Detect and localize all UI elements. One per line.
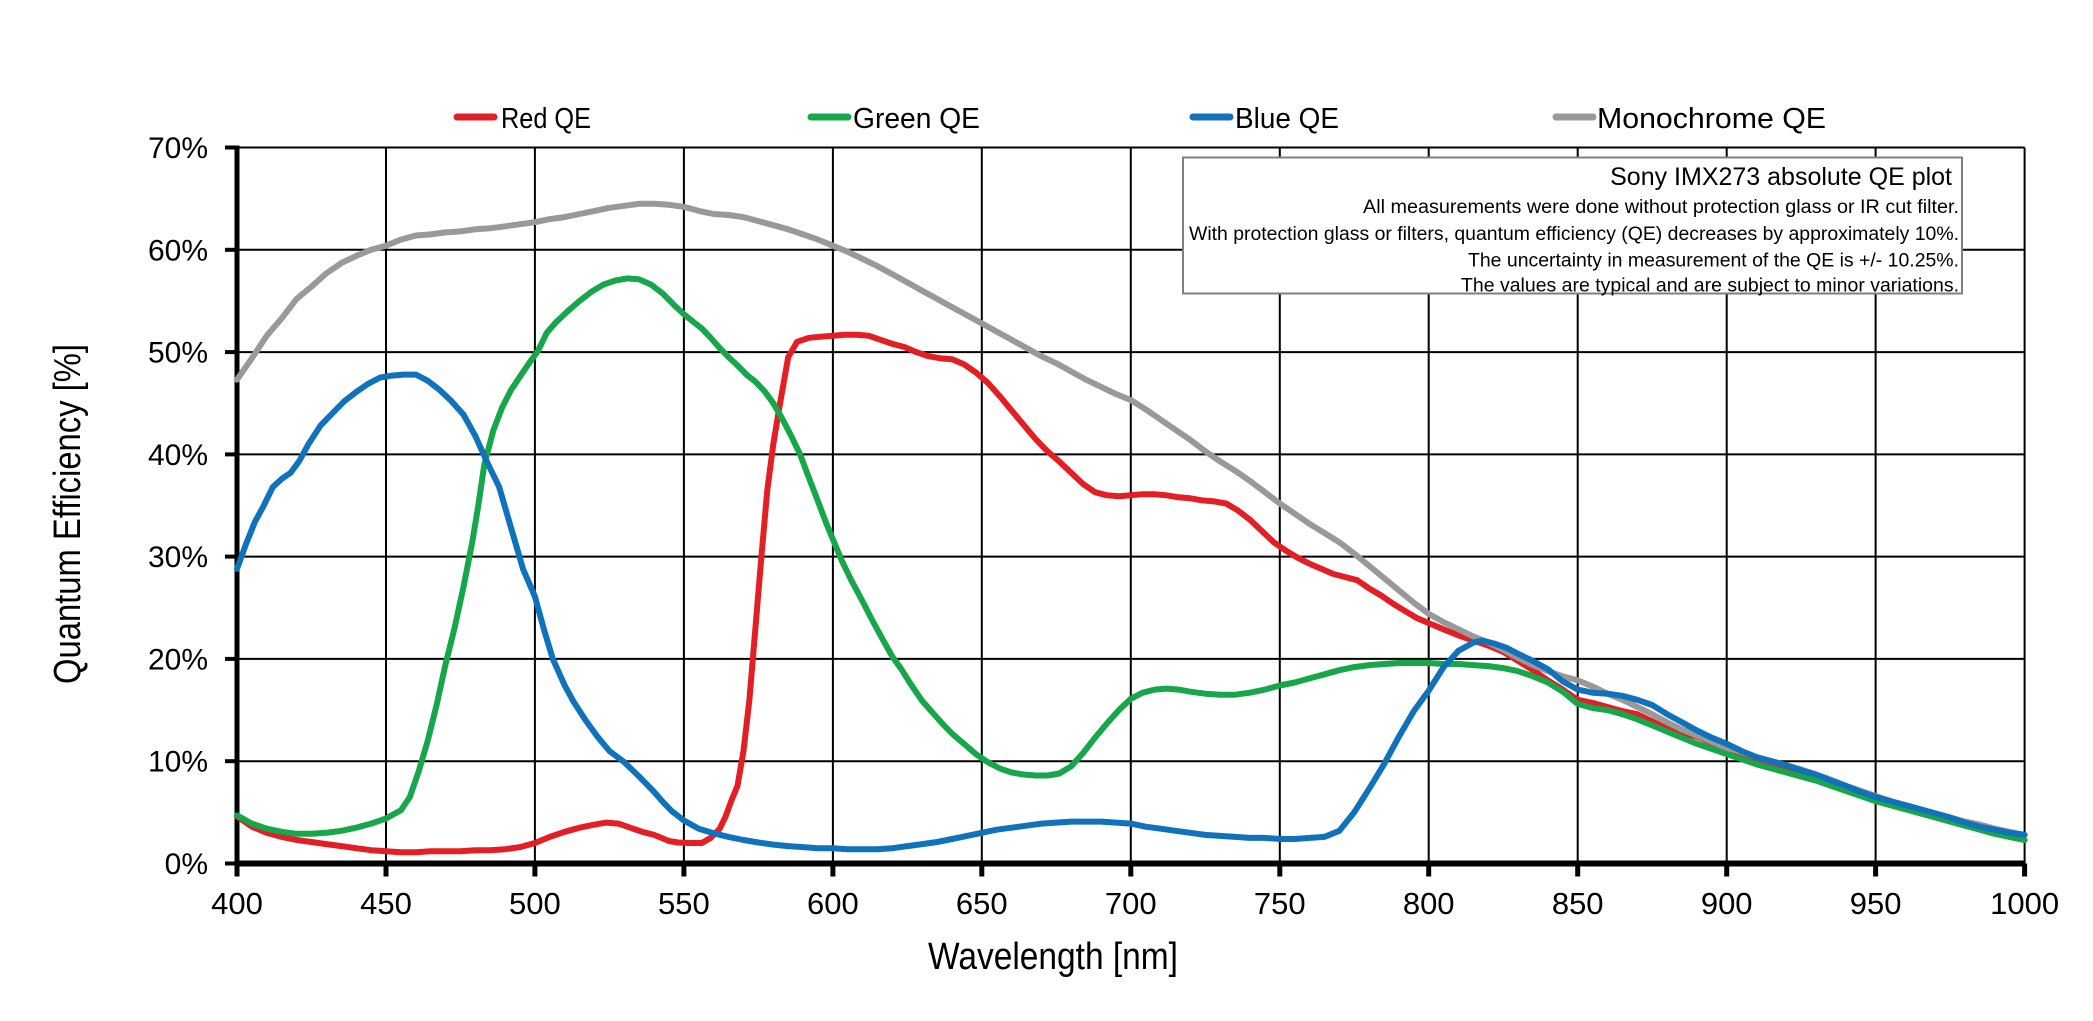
svg-text:Sony IMX273 absolute QE plot: Sony IMX273 absolute QE plot bbox=[1610, 163, 1952, 191]
svg-text:Red QE: Red QE bbox=[501, 103, 591, 135]
svg-text:1000: 1000 bbox=[1990, 886, 2059, 921]
svg-text:50%: 50% bbox=[148, 337, 208, 370]
svg-text:Blue QE: Blue QE bbox=[1235, 103, 1339, 135]
svg-text:850: 850 bbox=[1552, 886, 1604, 921]
svg-text:700: 700 bbox=[1105, 886, 1157, 921]
svg-text:500: 500 bbox=[509, 886, 561, 921]
svg-text:20%: 20% bbox=[148, 643, 208, 676]
svg-text:450: 450 bbox=[360, 886, 412, 921]
svg-text:400: 400 bbox=[211, 886, 263, 921]
svg-text:70%: 70% bbox=[148, 132, 208, 165]
svg-text:The values are typical and are: The values are typical and are subject t… bbox=[1461, 276, 1959, 297]
svg-text:Monochrome QE: Monochrome QE bbox=[1597, 103, 1826, 135]
svg-text:800: 800 bbox=[1403, 886, 1455, 921]
svg-text:900: 900 bbox=[1701, 886, 1753, 921]
svg-text:Green QE: Green QE bbox=[853, 103, 980, 135]
svg-text:950: 950 bbox=[1850, 886, 1902, 921]
svg-text:0%: 0% bbox=[165, 848, 208, 881]
svg-text:Wavelength [nm]: Wavelength [nm] bbox=[928, 936, 1178, 978]
svg-text:60%: 60% bbox=[148, 234, 208, 267]
svg-text:Quantum Efficiency [%]: Quantum Efficiency [%] bbox=[47, 344, 89, 684]
svg-text:All measurements were done wit: All measurements were done without prote… bbox=[1363, 197, 1959, 218]
svg-text:The uncertainty in measurement: The uncertainty in measurement of the QE… bbox=[1468, 251, 1959, 272]
svg-text:40%: 40% bbox=[148, 439, 208, 472]
svg-text:650: 650 bbox=[956, 886, 1008, 921]
svg-text:30%: 30% bbox=[148, 541, 208, 574]
svg-text:600: 600 bbox=[807, 886, 859, 921]
svg-text:550: 550 bbox=[658, 886, 710, 921]
svg-text:750: 750 bbox=[1254, 886, 1306, 921]
svg-text:10%: 10% bbox=[148, 746, 208, 779]
svg-text:With protection glass or filte: With protection glass or filters, quantu… bbox=[1189, 224, 1959, 245]
